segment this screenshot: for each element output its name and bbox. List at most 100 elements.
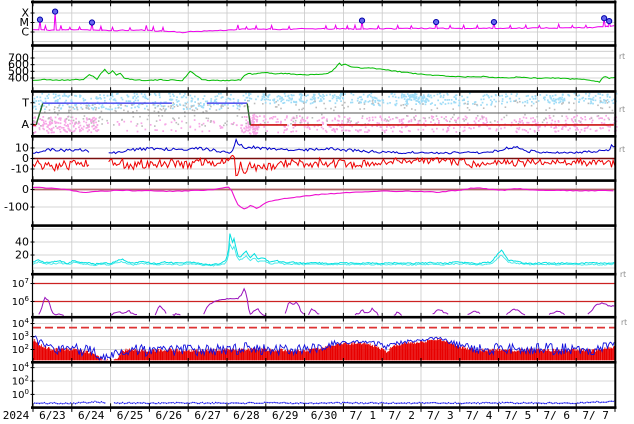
scatter-point (256, 128, 259, 131)
scatter-point (48, 117, 50, 119)
scatter-point (462, 118, 464, 120)
scatter-point (95, 96, 98, 98)
scatter-point (47, 93, 50, 96)
flare-event-marker (36, 16, 44, 23)
scatter-point (248, 129, 251, 131)
scatter-point (75, 122, 77, 124)
scatter-point (461, 95, 463, 98)
scatter-point (244, 105, 246, 107)
scatter-point (439, 96, 442, 98)
scatter-point (220, 92, 222, 95)
scatter-point (509, 100, 512, 103)
scatter-point (215, 101, 218, 103)
scatter-point (127, 110, 129, 113)
scatter-point (41, 92, 44, 95)
scatter-point (213, 103, 215, 106)
scatter-point (563, 125, 566, 127)
scatter-point (494, 105, 496, 108)
scatter-point (583, 130, 586, 132)
scatter-point (372, 102, 374, 104)
scatter-point (615, 126, 618, 128)
scatter-point (601, 94, 604, 96)
scatter-point (413, 95, 415, 97)
scatter-point (445, 116, 447, 118)
scatter-point (251, 117, 254, 119)
scatter-point (534, 97, 537, 100)
scatter-point (309, 98, 312, 101)
scatter-point (48, 109, 51, 111)
scatter-point (591, 121, 593, 124)
scatter-point (326, 120, 328, 122)
scatter-point (325, 131, 328, 133)
scatter-point (171, 98, 174, 101)
scatter-point (516, 131, 518, 134)
scatter-point (442, 128, 444, 131)
series-line (38, 296, 64, 316)
scatter-point (328, 125, 331, 128)
scatter-point (360, 96, 362, 98)
scatter-point (307, 123, 309, 125)
scatter-point (58, 117, 61, 120)
scatter-point (119, 103, 122, 105)
scatter-point (589, 102, 592, 105)
scatter-point (96, 97, 98, 100)
scatter-point (457, 116, 460, 119)
y-tick-label: 0 (22, 183, 29, 196)
scatter-point (291, 97, 293, 100)
scatter-point (412, 94, 414, 97)
scatter-point (68, 111, 70, 113)
scatter-point (136, 109, 138, 112)
scatter-point (333, 109, 335, 112)
scatter-point (321, 117, 323, 120)
x-tick-label: 7/ 4 (466, 409, 493, 422)
scatter-point (362, 93, 365, 96)
scatter-point (591, 98, 594, 100)
scatter-point (149, 93, 152, 96)
y-tick-label: 107 (12, 277, 29, 290)
scatter-point (39, 96, 42, 99)
scatter-point (48, 121, 51, 124)
scatter-point (53, 108, 56, 111)
scatter-point (162, 105, 165, 108)
scatter-point (125, 100, 128, 102)
scatter-point (73, 108, 76, 110)
scatter-point (516, 127, 518, 130)
scatter-point (159, 96, 161, 99)
scatter-point (285, 116, 288, 119)
scatter-point (54, 122, 57, 125)
scatter-point (467, 122, 469, 125)
data-source-label: rt (619, 52, 625, 61)
scatter-point (267, 96, 269, 98)
scatter-point (154, 101, 157, 103)
scatter-point (158, 94, 161, 96)
scatter-point (74, 94, 76, 97)
scatter-point (530, 104, 533, 107)
scatter-point (587, 97, 590, 100)
panel-proton-flux (32, 318, 615, 361)
scatter-point (172, 104, 174, 106)
scatter-point (594, 130, 597, 132)
scatter-point (252, 123, 255, 125)
scatter-point (227, 103, 229, 106)
scatter-point (243, 131, 245, 134)
panel-solar-wind-speed (32, 47, 616, 90)
scatter-point (316, 120, 319, 122)
scatter-point (436, 107, 439, 110)
scatter-point (510, 121, 513, 124)
y-tick-label: 102 (12, 375, 29, 388)
scatter-point (210, 100, 212, 102)
scatter-point (475, 117, 478, 119)
scatter-point (284, 126, 286, 128)
scatter-point (195, 107, 197, 109)
scatter-point (588, 95, 590, 97)
scatter-point (179, 93, 181, 95)
scatter-point (438, 120, 440, 122)
scatter-point (534, 130, 536, 133)
scatter-point (185, 102, 188, 105)
scatter-point (403, 98, 406, 100)
scatter-point (254, 132, 257, 135)
scatter-point (210, 105, 212, 108)
scatter-point (501, 98, 504, 100)
scatter-point (342, 97, 345, 100)
scatter-point (600, 100, 602, 103)
